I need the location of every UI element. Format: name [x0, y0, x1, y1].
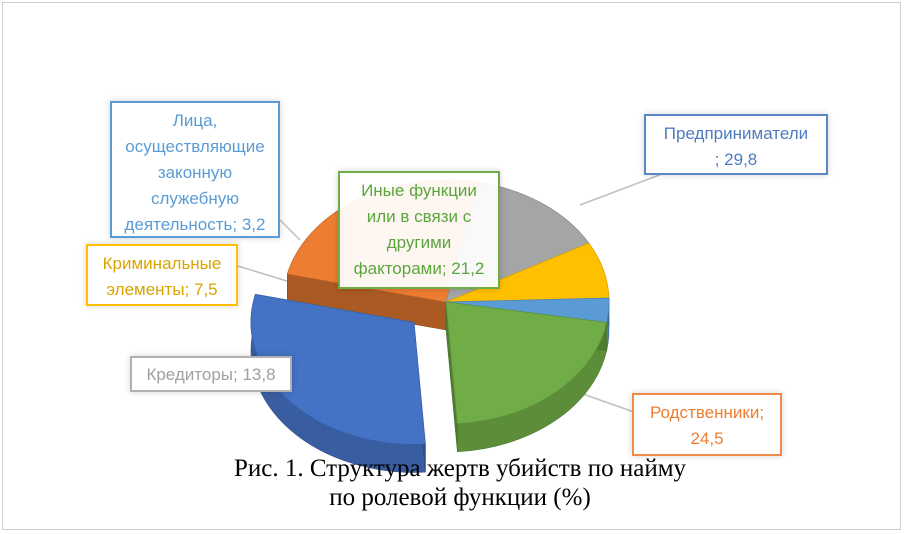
data-label-line: элементы; 7,5: [106, 280, 218, 299]
data-label-line: другими: [386, 233, 452, 252]
data-label-entrepreneurs: Предприниматели ; 29,8: [644, 114, 828, 175]
data-label-line: 24,5: [690, 429, 724, 448]
data-label-line: Кредиторы; 13,8: [146, 365, 276, 384]
data-label-line: ; 29,8: [714, 150, 758, 169]
pie-slice-other-functions: [445, 301, 608, 425]
data-label-line: служебную: [150, 189, 240, 208]
data-label-line: Родственники;: [649, 403, 765, 422]
pie-slice-entrepreneurs: [250, 293, 426, 445]
data-label-relatives: Родственники; 24,5: [632, 393, 782, 456]
data-label-line: или в связи с: [366, 207, 472, 226]
data-label-line: Криминальные: [102, 254, 222, 273]
data-label-line: Лица,: [172, 111, 218, 130]
leader-line: [279, 219, 301, 241]
data-label-line: Иные функции: [361, 181, 477, 200]
data-label-creditors: Кредиторы; 13,8: [130, 356, 292, 392]
leader-line: [579, 173, 663, 206]
data-label-line: деятельность; 3,2: [124, 215, 266, 234]
data-label-other-functions: Иные функции или в связи с другими факто…: [338, 171, 500, 289]
data-label-line: осуществляющие: [125, 137, 265, 156]
data-label-criminals: Криминальные элементы; 7,5: [86, 244, 238, 306]
data-label-line: законную: [157, 163, 233, 182]
figure-caption-line-2: по ролевой функции (%): [329, 484, 591, 511]
leader-line: [237, 265, 291, 283]
figure-caption-line-1: Рис. 1. Структура жертв убийств по найму: [233, 455, 687, 482]
data-label-line: Предприниматели: [663, 124, 809, 143]
data-label-officials: Лица, осуществляющие законную служебную …: [110, 101, 280, 238]
data-label-line: факторами; 21,2: [353, 259, 485, 278]
